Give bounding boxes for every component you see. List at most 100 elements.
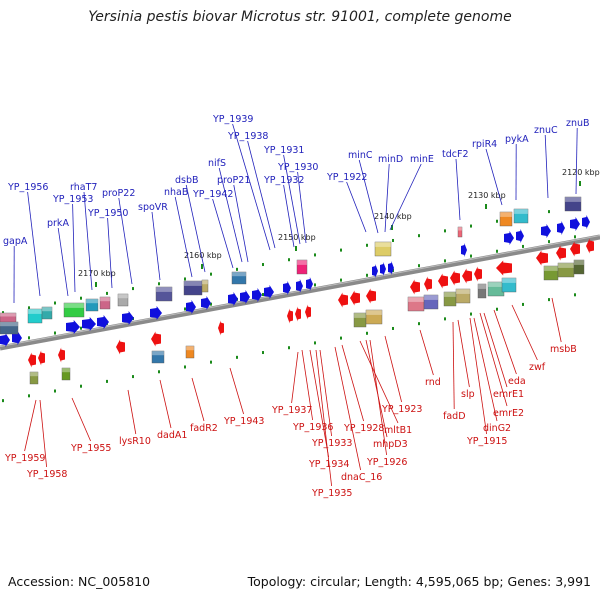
gene-arrow-reverse <box>287 308 293 324</box>
guide-dash <box>28 394 30 398</box>
guide-dash <box>496 249 498 253</box>
forward-label-leader <box>72 203 76 293</box>
gene-arrow-reverse <box>38 350 45 366</box>
guide-dash <box>158 370 160 374</box>
feature-block-shine <box>0 322 18 327</box>
guide-dash <box>470 224 472 228</box>
reverse-label-leader <box>511 304 538 361</box>
gene-arrow-reverse <box>366 288 376 304</box>
reverse-gene-label: fadR2 <box>190 423 218 434</box>
kbp-tick-mark <box>95 282 97 287</box>
feature-block-shine <box>184 281 202 286</box>
feature-block <box>41 306 53 320</box>
forward-label-leader <box>232 123 271 251</box>
reverse-label-leader <box>159 379 172 429</box>
reverse-gene-label: YP_1937 <box>271 405 312 416</box>
forward-gene-label: prkA <box>47 218 69 229</box>
guide-dash <box>470 254 472 258</box>
forward-gene-label: YP_1930 <box>277 162 318 173</box>
forward-gene-label: gapA <box>3 236 28 247</box>
reverse-gene-label: YP_1958 <box>26 469 67 480</box>
gene-arrow-reverse <box>350 290 360 306</box>
gene-arrow-forward <box>541 224 551 238</box>
guide-dash <box>522 302 524 306</box>
gene-arrow-reverse <box>116 339 125 355</box>
reverse-label-leader <box>473 317 498 422</box>
guide-dash <box>392 326 394 330</box>
gene-arrow-reverse <box>151 331 161 347</box>
feature-block-shine <box>458 227 462 231</box>
feature-tracks <box>0 196 594 385</box>
kbp-tick-mark <box>485 204 487 209</box>
feature-block <box>564 196 582 212</box>
guide-dash <box>444 229 446 233</box>
forward-label-leader <box>297 171 307 244</box>
guide-dash <box>288 346 290 350</box>
forward-label-leader <box>212 198 234 269</box>
guide-dash <box>54 301 56 305</box>
feature-block <box>296 259 308 275</box>
forward-gene-label: minD <box>378 154 403 165</box>
guide-dash <box>262 263 264 267</box>
reverse-label-leader <box>127 389 137 435</box>
feature-block-shine <box>28 309 42 314</box>
reverse-label-leader <box>24 399 37 452</box>
reverse-gene-label: YP_1936 <box>292 422 333 433</box>
reverse-gene-label: YP_1933 <box>311 438 352 449</box>
accession-text: Accession: NC_005810 <box>8 574 151 589</box>
forward-label-leader <box>83 191 93 291</box>
forward-gene-label: pykA <box>505 134 529 145</box>
guide-dash <box>184 365 186 369</box>
guide-dash <box>262 351 264 355</box>
feature-block-shine <box>186 346 194 351</box>
guide-dash <box>418 234 420 238</box>
reverse-label-leader <box>457 319 470 388</box>
gene-arrow-forward <box>82 317 96 331</box>
guide-dash <box>132 375 134 379</box>
feature-block <box>231 271 247 285</box>
feature-block-shine <box>42 307 52 312</box>
forward-gene-label: YP_1931 <box>263 145 304 156</box>
gene-arrow-reverse <box>586 238 594 254</box>
kbp-tick-label: 2130 kbp <box>468 191 506 200</box>
feature-block-shine <box>0 313 16 317</box>
gene-arrow-reverse <box>295 306 301 322</box>
guide-dash <box>236 355 238 359</box>
feature-block-shine <box>156 287 172 292</box>
guide-dash <box>210 360 212 364</box>
genome-summary: Topology: circular; Length: 4,595,065 bp… <box>247 574 591 589</box>
gene-arrow-reverse <box>58 347 65 363</box>
guide-dash <box>158 282 160 286</box>
forward-label-leader <box>485 148 503 206</box>
feature-block <box>374 241 392 257</box>
reverse-gene-label: msbB <box>550 344 577 355</box>
guide-dash <box>106 291 108 295</box>
feature-block <box>573 259 585 275</box>
gene-arrow-forward <box>388 261 394 275</box>
feature-block-shine <box>62 368 70 373</box>
forward-label-leader <box>233 184 249 263</box>
feature-block <box>29 371 39 385</box>
gene-arrow-forward <box>516 229 524 243</box>
guide-dash <box>28 306 30 310</box>
feature-block <box>85 298 99 312</box>
gene-arrow-forward <box>240 290 250 304</box>
forward-label-leader <box>174 196 193 278</box>
feature-block-shine <box>152 351 164 356</box>
forward-gene-label: tdcF2 <box>442 149 469 160</box>
reverse-gene-label: YP_1955 <box>70 443 111 454</box>
gene-arrow-forward <box>582 215 590 229</box>
reverse-label-leader <box>229 367 244 415</box>
guide-dash <box>80 296 82 300</box>
guide-dash <box>574 293 576 297</box>
forward-label-leader <box>384 163 390 233</box>
gene-arrow-reverse <box>424 276 432 292</box>
guide-dash <box>366 331 368 335</box>
reverse-gene-label: YP_1959 <box>4 453 45 464</box>
gene-arrow-forward <box>186 300 196 314</box>
kbp-ticks: 2170 kbp 2160 kbp 2150 kbp 2140 kbp 2130 kbp… <box>78 168 600 287</box>
gene-arrow-reverse <box>28 352 36 368</box>
guide-dash <box>314 341 316 345</box>
reverse-label-leader <box>291 351 299 404</box>
